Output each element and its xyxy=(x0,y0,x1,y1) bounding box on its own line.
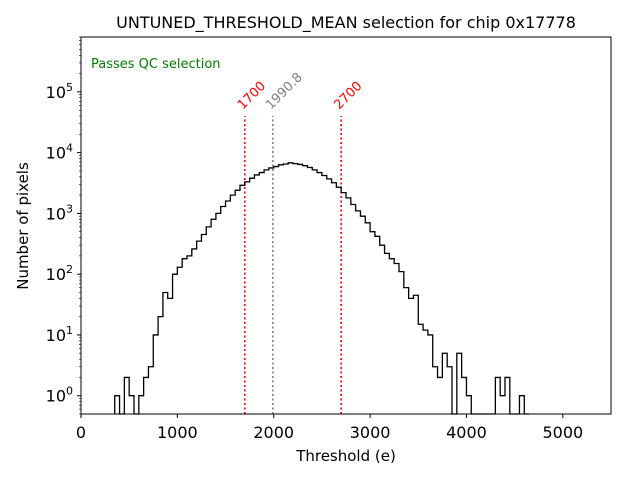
y-axis-ticks: 100 101 102 103 104 105 xyxy=(46,36,81,415)
x-tick-label: 0 xyxy=(76,423,86,442)
y-tick-label: 101 xyxy=(46,324,73,345)
x-axis-ticks: 0 1000 2000 3000 4000 5000 xyxy=(76,414,583,442)
histogram-step-line xyxy=(114,162,530,415)
y-tick-label: 102 xyxy=(46,263,73,284)
x-axis-label: Threshold (e) xyxy=(295,447,396,465)
y-tick-label: 103 xyxy=(46,202,73,223)
x-tick-label: 5000 xyxy=(542,423,583,442)
chart-title: UNTUNED_THRESHOLD_MEAN selection for chi… xyxy=(116,13,576,33)
y-axis-label: Number of pixels xyxy=(14,162,32,290)
qc-pass-annotation: Passes QC selection xyxy=(91,57,221,72)
x-tick-label: 4000 xyxy=(446,423,487,442)
x-tick-label: 1000 xyxy=(157,423,198,442)
x-tick-label: 3000 xyxy=(350,423,391,442)
vline-label-mean: 1990.8 xyxy=(263,70,306,113)
x-tick-label: 2000 xyxy=(253,423,294,442)
y-tick-label: 105 xyxy=(46,81,73,102)
axes-frame xyxy=(80,36,612,415)
vline-label-upper-cut: 2700 xyxy=(331,79,365,113)
vline-label-lower-cut: 1700 xyxy=(235,79,269,113)
y-tick-label: 100 xyxy=(46,385,73,406)
y-tick-label: 104 xyxy=(46,142,73,163)
